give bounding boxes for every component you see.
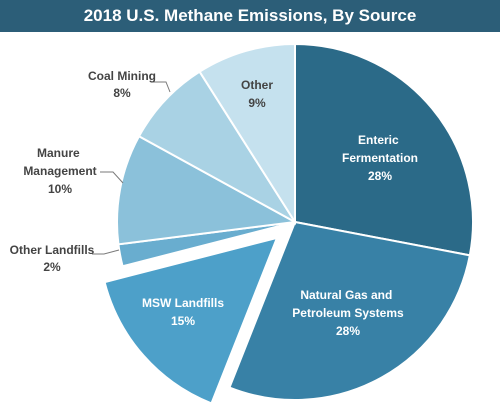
slice-label-manure-management: Manure Management <box>23 146 96 178</box>
slice-value-msw-landfills: 15% <box>171 314 195 328</box>
leader-lines <box>92 81 171 255</box>
pie-slice-natural-gas-and-petroleum-systems <box>228 220 472 401</box>
leader-coal-mining <box>151 81 171 93</box>
pie-slices <box>103 42 474 405</box>
pie-slice-other <box>198 42 296 226</box>
chart-title: 2018 U.S. Methane Emissions, By Source <box>0 0 500 32</box>
slice-label-enteric-fermentation: Enteric Fermentation <box>342 133 418 165</box>
slice-label-coal-mining: Coal Mining <box>88 69 156 83</box>
slice-label-natural-gas-petroleum: Natural Gas and Petroleum Systems <box>292 288 404 320</box>
slice-value-other-landfills: 2% <box>43 260 61 274</box>
slice-label-msw-landfills: MSW Landfills <box>142 296 224 310</box>
slice-value-other: 9% <box>248 96 266 110</box>
slice-label-other-landfills: Other Landfills <box>10 243 95 257</box>
pie-slice-manure-management <box>116 134 299 246</box>
slice-value-enteric-fermentation: 28% <box>368 169 392 183</box>
leader-other-landfills <box>92 249 120 255</box>
slice-value-coal-mining: 8% <box>113 86 131 100</box>
pie-slice-enteric-fermentation <box>294 42 474 257</box>
slice-value-manure-management: 10% <box>48 182 72 196</box>
leader-manure-management <box>100 171 124 184</box>
pie-slice-coal-mining <box>137 70 296 223</box>
slice-label-other: Other <box>241 78 273 92</box>
slice-labels: Enteric Fermentation 28% Natural Gas and… <box>10 69 418 338</box>
slice-value-natural-gas-petroleum: 28% <box>336 324 360 338</box>
pie-slice-msw-landfills <box>103 236 279 405</box>
